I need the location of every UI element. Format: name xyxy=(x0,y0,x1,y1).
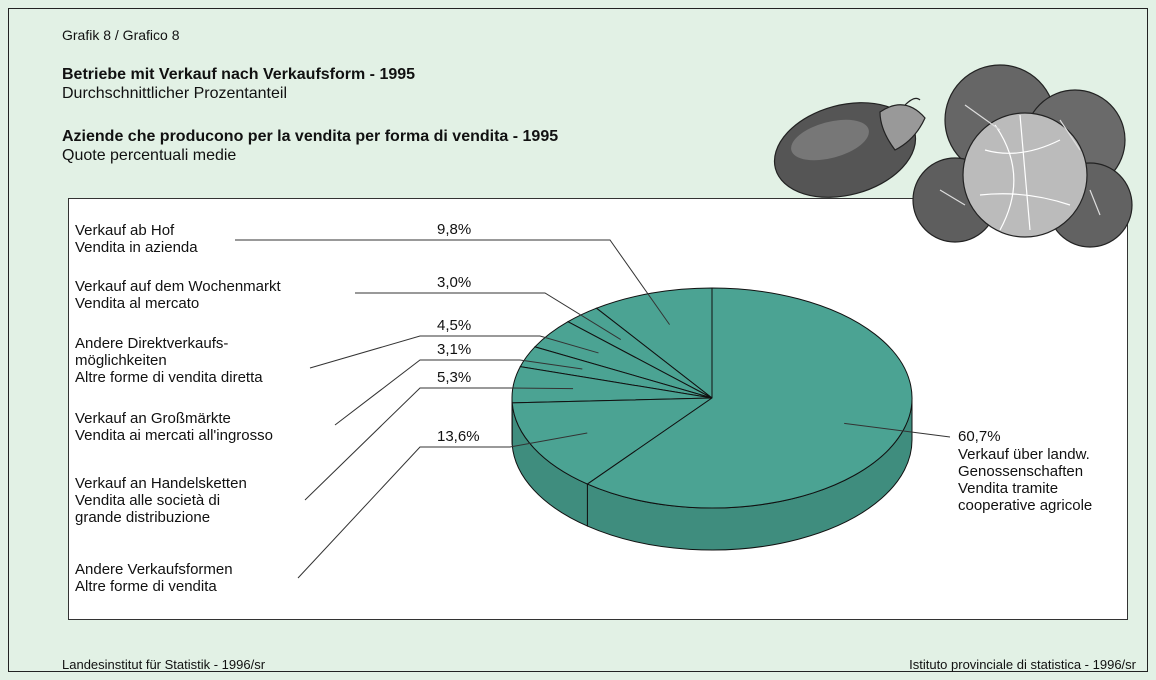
slice xyxy=(595,287,713,400)
value-label: 3,0% xyxy=(437,274,471,291)
chart-subtitle: Durchschnittlicher Prozentanteil xyxy=(62,85,287,102)
chart-title: Betriebe mit Verkauf nach Verkaufsform -… xyxy=(62,66,416,83)
category-label: Verkauf ab Hof Vendita in azienda xyxy=(75,222,198,256)
slice xyxy=(511,397,714,485)
value-label: 60,7% xyxy=(958,428,1001,445)
chart-subtitle: Quote percentuali medie xyxy=(62,147,237,164)
leader-line xyxy=(297,432,588,579)
value-label: 5,3% xyxy=(437,369,471,386)
leader-line xyxy=(235,239,670,325)
slice xyxy=(586,287,913,509)
plot-box xyxy=(68,198,1128,620)
value-label: 13,6% xyxy=(437,428,480,445)
category-label: Andere Direktverkaufs- möglichkeiten Alt… xyxy=(75,335,263,386)
footer-left: Landesinstitut für Statistik - 1996/sr xyxy=(62,657,266,672)
leader-line xyxy=(304,387,574,501)
leader-line xyxy=(334,359,583,426)
chart-title: Aziende che producono per la vendita per… xyxy=(62,128,559,145)
value-label: 3,1% xyxy=(437,341,471,358)
leader-line xyxy=(355,292,622,341)
category-label: Verkauf über landw. Genossenschaften Ven… xyxy=(958,446,1093,514)
cabbage xyxy=(912,64,1133,248)
eggplant xyxy=(773,97,926,198)
footer-right: Istituto provinciale di statistica - 199… xyxy=(909,657,1136,672)
page-border xyxy=(8,8,1148,672)
leader-line xyxy=(844,422,951,438)
value-label: 4,5% xyxy=(437,317,471,334)
category-label: Verkauf an Großmärkte Vendita ai mercati… xyxy=(75,410,273,444)
chart-kicker: Grafik 8 / Grafico 8 xyxy=(62,27,180,43)
category-label: Andere Verkaufsformen Altre forme di ven… xyxy=(75,561,233,595)
leader-line xyxy=(309,335,599,369)
category-label: Verkauf auf dem Wochenmarkt Vendita al m… xyxy=(75,278,281,312)
value-label: 9,8% xyxy=(437,221,471,238)
category-label: Verkauf an Handelsketten Vendita alle so… xyxy=(75,475,247,526)
